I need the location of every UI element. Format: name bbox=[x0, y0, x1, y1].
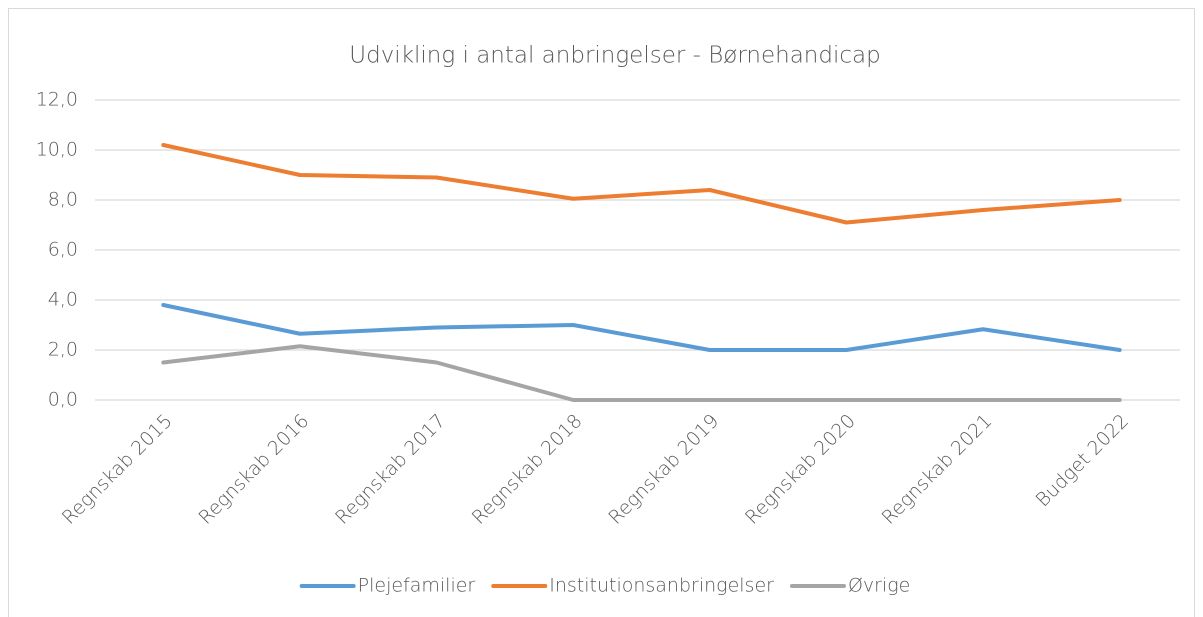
legend-label: Institutionsanbringelser bbox=[549, 575, 774, 597]
legend-label: Plejefamilier bbox=[358, 575, 476, 597]
series-line bbox=[161, 344, 1122, 402]
legend-label: Øvrige bbox=[848, 575, 910, 597]
y-tick-label: 12,0 bbox=[36, 89, 78, 111]
y-tick-label: 6,0 bbox=[48, 239, 78, 261]
y-tick-label: 2,0 bbox=[48, 339, 78, 361]
series-line bbox=[161, 303, 1122, 352]
chart-title: Udvikling i antal anbringelser - Børneha… bbox=[349, 43, 880, 69]
y-tick-label: 4,0 bbox=[48, 289, 78, 311]
y-tick-label: 10,0 bbox=[36, 139, 78, 161]
series-line bbox=[161, 143, 1122, 225]
y-tick-label: 0,0 bbox=[48, 389, 78, 411]
y-tick-label: 8,0 bbox=[48, 189, 78, 211]
